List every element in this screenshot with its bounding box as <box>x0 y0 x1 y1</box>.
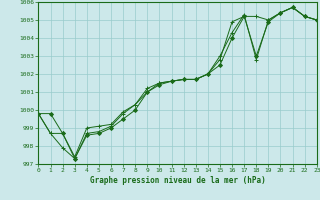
X-axis label: Graphe pression niveau de la mer (hPa): Graphe pression niveau de la mer (hPa) <box>90 176 266 185</box>
